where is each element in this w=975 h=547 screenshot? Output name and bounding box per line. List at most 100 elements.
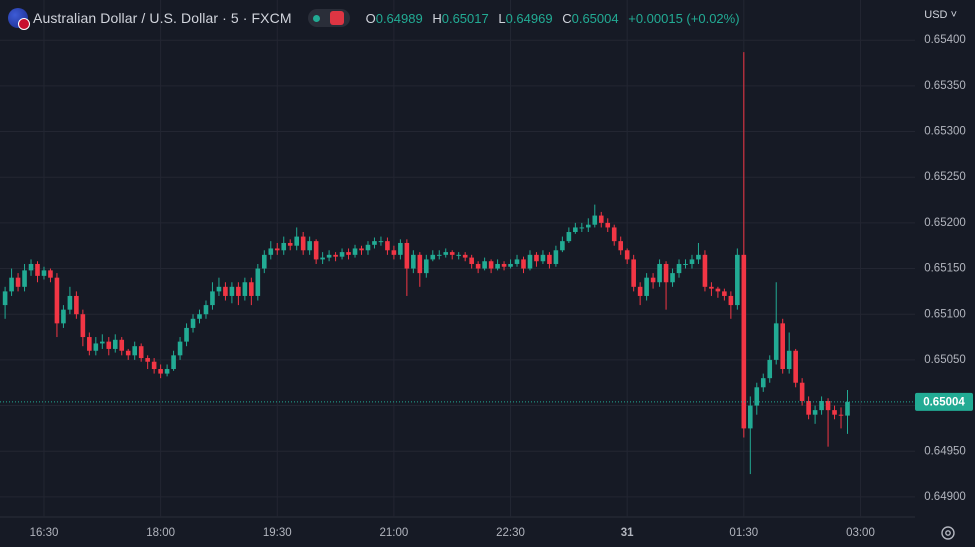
ohlc-label: L xyxy=(498,10,506,26)
legend-header: Australian Dollar / U.S. Dollar · 5 · FX… xyxy=(8,7,746,30)
candle-body xyxy=(631,259,636,287)
currency: USD xyxy=(924,9,948,21)
candle-body xyxy=(689,259,695,264)
candle-body xyxy=(2,291,8,306)
candle-body xyxy=(754,387,760,406)
candle-body xyxy=(125,350,131,356)
x-tick-label: 18:00 xyxy=(146,527,175,539)
candle-body xyxy=(657,263,662,283)
candle-body xyxy=(339,252,345,257)
candle-body xyxy=(683,263,688,265)
candle-body xyxy=(456,254,461,256)
candle-body xyxy=(35,263,40,276)
ohlc-values: O0.64989 H0.65017 L0.64969 C0.65004 +0.0… xyxy=(366,11,746,26)
candle-body xyxy=(300,236,306,251)
candle-body xyxy=(151,361,157,370)
x-tick-label: 19:30 xyxy=(263,527,292,539)
candle-body xyxy=(112,339,118,349)
change: +0.00015 (+0.02%) xyxy=(628,10,740,26)
candle-body xyxy=(15,277,21,287)
settings-ring xyxy=(941,526,955,540)
candle-body xyxy=(255,268,261,296)
candle-body xyxy=(650,277,656,283)
candle-body xyxy=(449,252,455,255)
symbol-icon xyxy=(8,8,30,30)
status-pill[interactable] xyxy=(307,9,350,27)
candle-body xyxy=(54,277,60,324)
candle-body xyxy=(74,295,79,315)
candles xyxy=(2,52,850,475)
candle-body xyxy=(786,350,792,370)
y-tick-label: 0.64950 xyxy=(924,445,966,457)
candle-body xyxy=(249,282,254,296)
candle-body xyxy=(67,295,73,310)
candle-body xyxy=(832,410,837,415)
x-tick-label: 16:30 xyxy=(30,527,59,539)
candle-body xyxy=(566,232,572,242)
x-tick-label: 01:30 xyxy=(729,527,758,539)
candle-body xyxy=(93,343,99,351)
candle-body xyxy=(819,400,824,411)
candle-body xyxy=(715,288,721,292)
candle-body xyxy=(495,263,500,269)
y-tick-label: 0.65350 xyxy=(924,80,966,92)
candle-body xyxy=(553,250,559,264)
settings-icon[interactable] xyxy=(941,526,955,540)
candle-body xyxy=(216,286,222,292)
candle-body xyxy=(41,270,47,276)
candle-body xyxy=(365,244,371,251)
candle-body xyxy=(430,254,436,260)
y-tick-label: 0.65300 xyxy=(924,126,966,138)
candle-body xyxy=(210,291,215,306)
candle-body xyxy=(598,215,604,223)
y-tick-label: 0.65200 xyxy=(924,217,966,229)
candle-body xyxy=(475,263,481,269)
candle-body xyxy=(398,242,403,255)
candle-body xyxy=(748,405,753,429)
last-price-box xyxy=(915,392,973,411)
candle-body xyxy=(61,309,66,324)
candle-body xyxy=(391,250,397,255)
y-tick-label: 0.65150 xyxy=(924,263,966,275)
candle-body xyxy=(462,254,468,258)
candle-body xyxy=(242,282,248,296)
candle-body xyxy=(48,270,53,278)
candle-body xyxy=(760,378,766,388)
candle-body xyxy=(171,355,176,370)
candle-body xyxy=(145,358,150,362)
candle-body xyxy=(592,215,598,225)
candle-body xyxy=(508,263,513,267)
candle-body xyxy=(417,254,423,274)
candle-body xyxy=(501,263,507,267)
x-tick-label: 03:00 xyxy=(846,527,875,539)
candle-body xyxy=(307,241,312,251)
candle-body xyxy=(236,286,241,296)
ohlc-label: H xyxy=(432,10,442,26)
candle-body xyxy=(670,273,675,283)
candle-body xyxy=(138,346,144,359)
candle-body xyxy=(190,318,196,328)
candle-body xyxy=(799,382,805,401)
ohlc-value: 0.64969 xyxy=(505,10,553,26)
candle-body xyxy=(164,369,170,374)
candle-body xyxy=(436,254,442,256)
candle-body xyxy=(352,248,358,255)
ohlc-value: 0.65017 xyxy=(441,10,489,26)
candle-body xyxy=(696,254,701,260)
candle-body xyxy=(702,254,708,287)
candle-body xyxy=(372,241,377,245)
candle-body xyxy=(676,263,682,274)
symbol-title[interactable]: Australian Dollar / U.S. Dollar · 5 · FX… xyxy=(33,10,292,26)
candle-body xyxy=(326,254,332,258)
currency-selector[interactable]: USD ˅ xyxy=(924,9,957,21)
candle-body xyxy=(28,263,34,271)
settings-core xyxy=(945,530,951,536)
candle-body xyxy=(268,248,274,255)
candle-body xyxy=(488,261,494,269)
candle-body xyxy=(767,359,773,379)
candle-body xyxy=(229,286,235,296)
candle-body xyxy=(773,323,779,360)
y-tick-label: 0.64900 xyxy=(924,491,966,503)
last-price-label: 0.65004 xyxy=(923,396,965,408)
